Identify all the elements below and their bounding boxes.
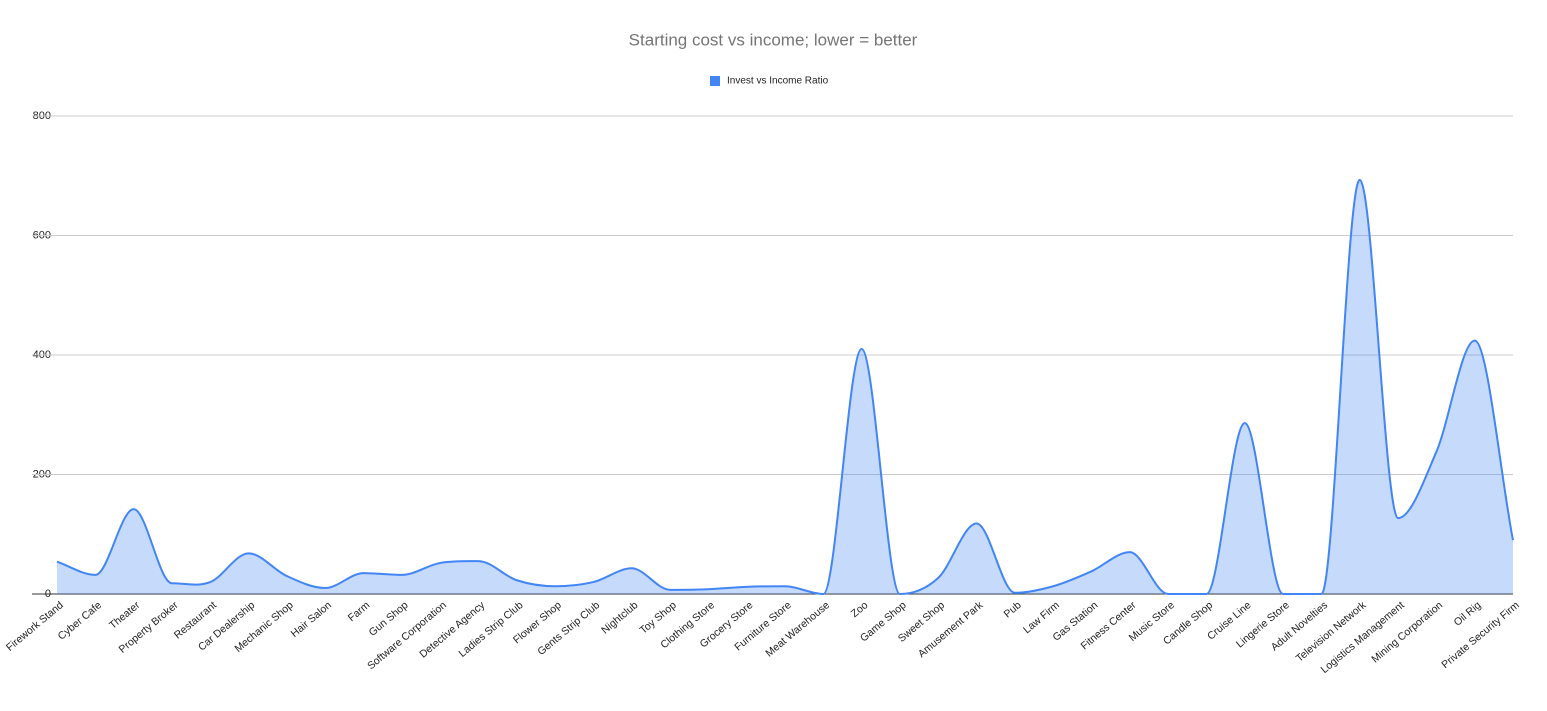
area-line <box>56 178 1514 596</box>
legend-swatch <box>710 76 720 86</box>
chart-title: Starting cost vs income; lower = better <box>629 30 918 49</box>
legend-label: Invest vs Income Ratio <box>727 76 829 87</box>
